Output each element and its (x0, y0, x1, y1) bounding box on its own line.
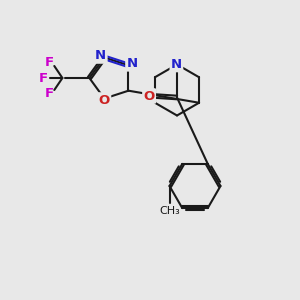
Text: O: O (143, 89, 155, 103)
Text: F: F (44, 87, 53, 100)
Text: CH₃: CH₃ (159, 206, 180, 215)
Text: N: N (127, 57, 138, 70)
Text: F: F (38, 71, 47, 85)
Text: O: O (99, 94, 110, 106)
Text: N: N (171, 58, 182, 71)
Text: N: N (95, 50, 106, 62)
Text: F: F (44, 56, 53, 69)
